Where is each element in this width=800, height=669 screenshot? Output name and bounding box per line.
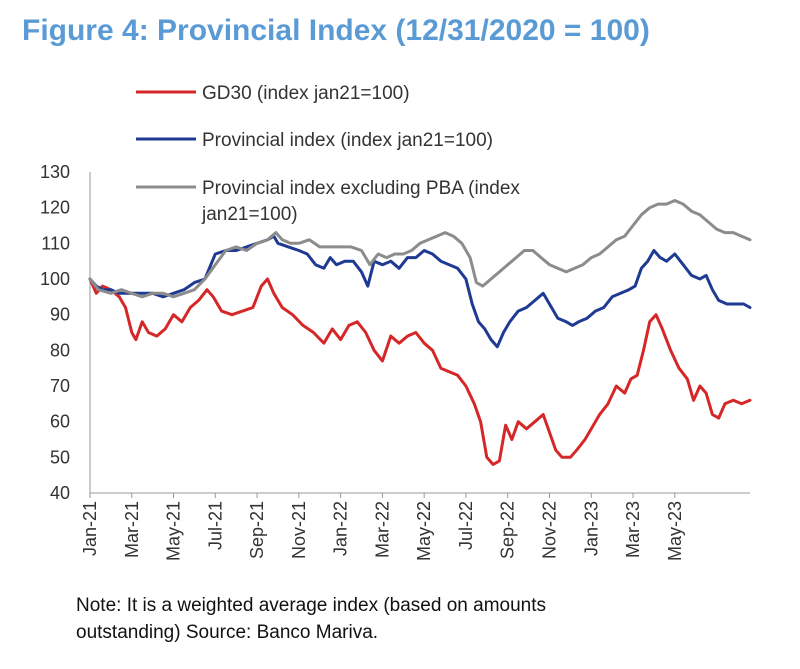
x-tick-label: May-22 xyxy=(414,501,434,561)
legend-label: GD30 (index jan21=100) xyxy=(202,83,410,104)
y-tick-label: 110 xyxy=(41,233,70,253)
series-line-1 xyxy=(88,277,752,466)
x-tick-label: May-21 xyxy=(164,501,184,561)
legend-label: Provincial index excluding PBA (index xyxy=(202,178,520,199)
chart-legend: GD30 (index jan21=100) Provincial index (… xyxy=(136,83,520,225)
x-tick-label: Sep-21 xyxy=(247,501,267,559)
x-tick-label: Jan-22 xyxy=(331,501,351,556)
y-tick-label: 90 xyxy=(50,305,70,325)
series-line-3 xyxy=(88,199,752,299)
x-axis-ticks: Jan-21 Mar-21 May-21 Jul-21 Sep-21 Nov-21 Jan-… xyxy=(80,493,685,561)
chart-axes xyxy=(89,172,750,494)
x-tick-label: Sep-22 xyxy=(498,501,518,559)
legend-label-continued: jan21=100) xyxy=(201,204,298,225)
note-line-1: Note: It is a weighted average index (ba… xyxy=(76,595,547,616)
x-tick-label: Nov-21 xyxy=(289,501,309,559)
x-tick-label: May-23 xyxy=(665,501,685,561)
figure-title: Figure 4: Provincial Index (12/31/2020 =… xyxy=(22,14,650,47)
line-chart: 40 50 60 70 80 90 100 110 120 130 Jan-21 Mar-21 May… xyxy=(40,83,752,561)
x-tick-label: Mar-22 xyxy=(372,501,392,558)
chart-series xyxy=(88,199,752,466)
y-tick-label: 130 xyxy=(40,162,70,182)
x-tick-label: Mar-23 xyxy=(623,501,643,558)
legend-label: Provincial index (index jan21=100) xyxy=(202,130,493,151)
y-tick-label: 120 xyxy=(40,198,70,218)
y-tick-label: 70 xyxy=(50,376,70,396)
y-tick-label: 60 xyxy=(50,412,70,432)
note-line-2: outstanding) Source: Banco Mariva. xyxy=(76,622,379,643)
x-tick-label: Jan-23 xyxy=(581,501,601,556)
y-tick-label: 50 xyxy=(50,447,70,467)
x-tick-label: Mar-21 xyxy=(122,501,142,558)
y-tick-label: 40 xyxy=(50,483,70,503)
figure-note: Note: It is a weighted average index (ba… xyxy=(76,592,716,646)
series-line-2 xyxy=(88,234,752,349)
x-tick-label: Jan-21 xyxy=(80,501,100,556)
x-tick-label: Nov-22 xyxy=(539,501,559,559)
y-tick-label: 80 xyxy=(50,340,70,360)
y-axis-ticks: 40 50 60 70 80 90 100 110 120 130 xyxy=(40,162,70,503)
x-tick-label: Jul-22 xyxy=(456,501,476,550)
x-tick-label: Jul-21 xyxy=(205,501,225,550)
y-tick-label: 100 xyxy=(40,269,70,289)
